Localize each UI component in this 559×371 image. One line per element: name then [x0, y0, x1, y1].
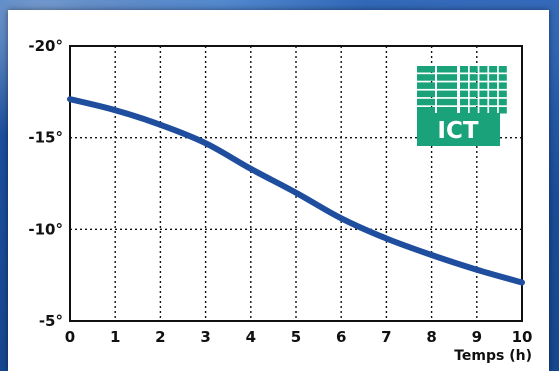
logo-cell — [498, 82, 507, 89]
logo-cell — [469, 98, 478, 106]
logo-cell — [489, 90, 498, 98]
logo-cell — [498, 74, 507, 81]
series-line — [67, 96, 525, 286]
logo-cell — [417, 74, 435, 81]
logo-cell — [437, 66, 457, 73]
x-tick-label: 2 — [155, 328, 165, 346]
logo-cell — [489, 74, 498, 81]
logo-grid-icon — [417, 66, 507, 114]
logo-cell — [489, 107, 498, 114]
x-tick-label: 7 — [381, 328, 391, 346]
x-tick-label: 4 — [246, 328, 256, 346]
y-axis-ticks: -20° -15° -10° -5° — [28, 37, 63, 330]
logo-cell — [498, 90, 507, 98]
ict-logo: ICT — [417, 66, 507, 146]
x-tick-label: 3 — [200, 328, 210, 346]
x-tick-label: 1 — [110, 328, 120, 346]
plot-area-border — [69, 45, 523, 322]
logo-cell — [469, 74, 478, 81]
logo-cell — [437, 74, 457, 81]
logo-cell — [498, 98, 507, 106]
x-tick-label: 5 — [291, 328, 301, 346]
x-tick-label: 9 — [472, 328, 482, 346]
logo-cell — [479, 107, 488, 114]
logo-cell — [489, 82, 498, 89]
x-axis-label: Temps (h) — [454, 348, 532, 364]
logo-cell — [437, 82, 457, 89]
logo-cell — [469, 66, 478, 73]
logo-cell — [437, 98, 457, 106]
logo-cell — [469, 107, 478, 114]
logo-cell — [469, 82, 478, 89]
logo-cell — [489, 66, 498, 73]
logo-cell — [417, 82, 435, 89]
x-axis-ticks: 0 1 2 3 4 5 6 7 8 9 10 — [65, 328, 533, 346]
x-tick-label: 6 — [336, 328, 346, 346]
y-tick-label: -20° — [28, 37, 63, 55]
logo-cell — [479, 66, 488, 73]
logo-cell — [460, 107, 468, 114]
logo-cell — [460, 98, 468, 106]
logo-cell — [437, 107, 457, 114]
logo-cell — [479, 90, 488, 98]
logo-bar — [417, 113, 500, 146]
logo-cell — [417, 66, 435, 73]
chart-panel — [8, 10, 549, 371]
logo-cell — [479, 98, 488, 106]
logo-cell — [489, 98, 498, 106]
logo-cell — [469, 90, 478, 98]
logo-cell — [460, 74, 468, 81]
logo-cell — [460, 82, 468, 89]
x-tick-label: 0 — [65, 328, 75, 346]
logo-cell — [417, 90, 435, 98]
logo-cell — [417, 107, 435, 114]
logo-cell — [417, 98, 435, 106]
y-tick-label: -10° — [28, 220, 63, 238]
x-tick-label: 8 — [426, 328, 436, 346]
logo-cell — [479, 74, 488, 81]
logo-cell — [460, 90, 468, 98]
logo-cell — [437, 90, 457, 98]
y-tick-label: -15° — [28, 129, 63, 147]
logo-cell — [498, 107, 507, 114]
x-tick-label: 10 — [512, 328, 533, 346]
logo-text: ICT — [437, 118, 478, 144]
logo-cell — [498, 66, 507, 73]
y-tick-label: -5° — [39, 312, 63, 330]
logo-cell — [479, 82, 488, 89]
logo-cell — [460, 66, 468, 73]
